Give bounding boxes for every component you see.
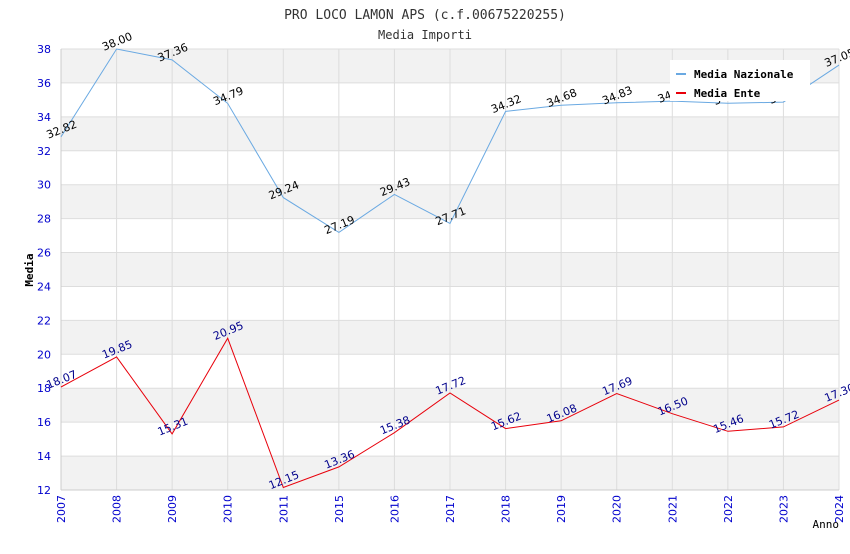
legend-box — [670, 60, 810, 101]
x-tick-label: 2018 — [500, 495, 513, 523]
data-label: 34.32 — [489, 92, 523, 116]
data-label: 34.83 — [600, 84, 634, 108]
x-tick-label: 2019 — [555, 495, 568, 523]
y-tick-label: 16 — [37, 416, 51, 429]
y-tick-label: 38 — [37, 43, 51, 56]
y-tick-label: 26 — [37, 247, 51, 260]
x-tick-label: 2011 — [277, 495, 290, 523]
y-tick-label: 12 — [37, 484, 51, 497]
x-tick-label: 2021 — [666, 495, 679, 523]
x-tick-label: 2010 — [222, 495, 235, 523]
series-line-media-ente — [60, 337, 840, 489]
y-tick-label: 32 — [37, 145, 51, 158]
y-tick-label: 34 — [37, 111, 51, 124]
x-tick-label: 2017 — [444, 495, 457, 523]
y-tick-label: 14 — [37, 450, 51, 463]
y-tick-label: 30 — [37, 179, 51, 192]
series-line-media-nazionale — [60, 48, 840, 233]
y-axis-label: Media — [23, 253, 36, 286]
x-tick-label: 2009 — [166, 495, 179, 523]
chart-title: PRO LOCO LAMON APS (c.f.00675220255) — [284, 8, 566, 23]
y-tick-label: 24 — [37, 280, 51, 293]
x-tick-label: 2022 — [722, 495, 735, 523]
x-axis-label: Anno — [813, 518, 840, 531]
chart-subtitle: Media Importi — [378, 28, 472, 42]
legend-label: Media Nazionale — [694, 68, 794, 81]
y-tick-label: 20 — [37, 348, 51, 361]
data-label: 34.68 — [545, 86, 579, 110]
x-tick-label: 2008 — [111, 495, 124, 523]
y-tick-label: 18 — [37, 382, 51, 395]
y-tick-label: 22 — [37, 314, 51, 327]
x-tick-label: 2023 — [777, 495, 790, 523]
x-tick-label: 2016 — [388, 495, 401, 523]
x-tick-label: 2020 — [611, 495, 624, 523]
data-label: 17.30 — [823, 381, 850, 405]
y-tick-label: 36 — [37, 77, 51, 90]
x-tick-label: 2007 — [55, 495, 68, 523]
x-tick-label: 2024 — [833, 495, 846, 523]
legend-label: Media Ente — [694, 87, 761, 100]
y-tick-label: 28 — [37, 213, 51, 226]
x-tick-label: 2015 — [333, 495, 346, 523]
